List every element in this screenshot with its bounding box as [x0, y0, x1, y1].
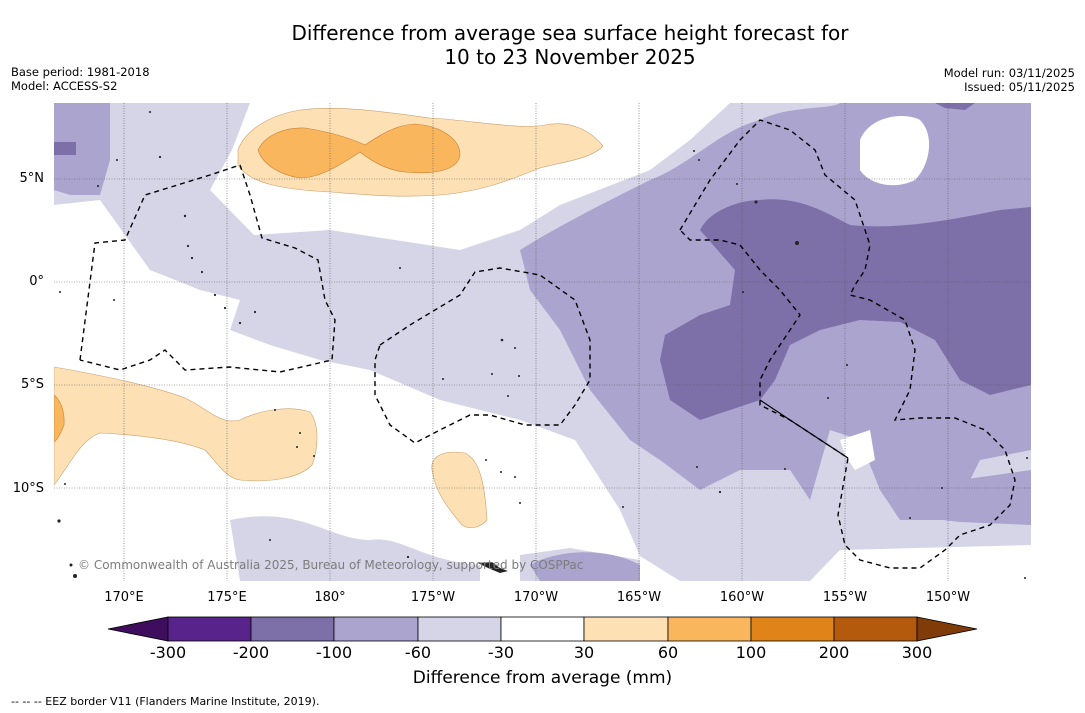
- colorbar-segment: [750, 616, 835, 642]
- lon-label: 175°W: [410, 590, 456, 605]
- colorbar-extend-low: [107, 616, 169, 642]
- colorbar-tick: -200: [232, 643, 270, 662]
- colorbar-tick: -300: [149, 643, 187, 662]
- issued-date: Issued: 05/11/2025: [964, 80, 1075, 94]
- colorbar-tick: 300: [901, 643, 933, 662]
- colorbar-segment: [500, 616, 585, 642]
- lon-label: 165°W: [616, 590, 662, 605]
- colorbar-tick: -30: [487, 643, 515, 662]
- colorbar-segment: [167, 616, 252, 642]
- eez-borders: [79, 119, 1016, 569]
- anomaly-region-neutral: [860, 116, 930, 186]
- anomaly-region-medium-purple: [530, 552, 640, 581]
- anomaly-region-dark-purple: [935, 103, 975, 110]
- colorbar-tick: 60: [657, 643, 679, 662]
- anomaly-region-light-purple: [230, 516, 480, 581]
- colorbar-tick: 30: [573, 643, 595, 662]
- anomaly-region-medium-purple: [890, 470, 1031, 525]
- anomaly-region-dark-purple: [660, 199, 1031, 420]
- anomaly-region-medium-orange: [54, 394, 65, 443]
- lon-label: 175°E: [207, 590, 247, 605]
- colorbar-segment: [250, 616, 335, 642]
- colorbar-segment: [417, 616, 502, 642]
- lat-label: 0°: [29, 274, 44, 289]
- model-run: Model run: 03/11/2025: [943, 66, 1075, 80]
- lon-label: 150°W: [925, 590, 971, 605]
- title-line-1: Difference from average sea surface heig…: [291, 21, 849, 45]
- colorbar-tick: -100: [315, 643, 353, 662]
- colorbar-tick: 100: [735, 643, 767, 662]
- lat-label: 5°S: [20, 377, 44, 392]
- anomaly-region-dark-purple: [54, 142, 76, 155]
- lat-label: 5°N: [19, 171, 45, 186]
- copyright-notice: © Commonwealth of Australia 2025, Bureau…: [78, 558, 584, 572]
- base-period: Base period: 1981-2018: [11, 65, 150, 79]
- colorbar-segment: [667, 616, 752, 642]
- meta-left: Base period: 1981-2018 Model: ACCESS-S2: [11, 65, 150, 93]
- anomaly-region-neutral: [840, 430, 875, 470]
- eez-solid-boundary: [759, 399, 849, 459]
- colorbar-tick: 200: [818, 643, 850, 662]
- lon-label: 180°: [314, 590, 346, 605]
- graticule: [54, 103, 1031, 581]
- title-line-2: 10 to 23 November 2025: [444, 45, 696, 69]
- lon-label: 170°W: [513, 590, 559, 605]
- colorbar-tick: -60: [404, 643, 432, 662]
- colorbar-segment: [833, 616, 918, 642]
- anomaly-region-light-orange: [431, 451, 488, 529]
- islands: [57, 111, 1028, 579]
- colorbar-segment: [333, 616, 419, 642]
- colorbar: [107, 616, 978, 642]
- anomaly-region-medium-orange: [257, 123, 461, 179]
- colorbar-extend-high: [916, 616, 978, 642]
- lon-label: 155°W: [822, 590, 868, 605]
- anomaly-region-medium-purple: [54, 103, 110, 195]
- model-name: Model: ACCESS-S2: [11, 79, 118, 93]
- meta-right: Model run: 03/11/2025 Issued: 05/11/2025: [944, 66, 1075, 94]
- colorbar-label: Difference from average (mm): [412, 668, 673, 688]
- eez-legend-note: -- -- -- EEZ border V11 (Flanders Marine…: [11, 695, 320, 708]
- lon-label: 170°E: [104, 590, 144, 605]
- colorbar-segment: [583, 616, 669, 642]
- anomaly-region-light-orange: [54, 366, 318, 486]
- map-title: Difference from average sea surface heig…: [0, 21, 1085, 69]
- lat-label: 10°S: [12, 481, 44, 496]
- lon-label: 160°W: [719, 590, 765, 605]
